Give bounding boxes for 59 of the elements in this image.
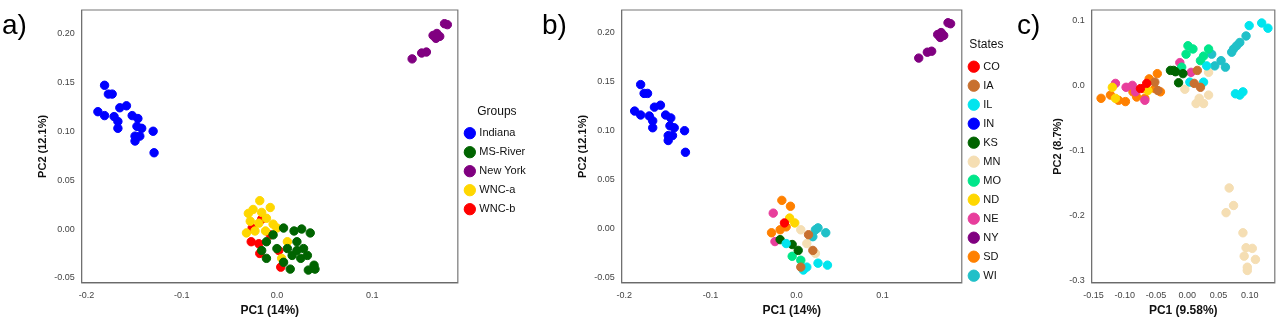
y-axis-title: PC2 (12.1%) [35,114,48,178]
x-tick-label: -0.1 [173,289,190,300]
x-axis-title: PC1 (14%) [240,303,300,318]
y-tick-label: 0.10 [57,125,75,136]
legend-label: CO [983,59,1001,72]
chart-title: a) [2,8,27,40]
y-axis-title: PC2 (8.7%) [1050,117,1063,175]
y-tick-label: 0.15 [57,76,75,87]
legend-title: Groups [477,103,517,118]
x-tick-label: 0.0 [790,289,803,300]
legend-label: ND [983,192,1000,205]
legend-label: NE [983,211,999,224]
x-axis-title: PC1 (14%) [762,303,822,318]
x-tick-label: 0.10 [1241,289,1259,300]
y-tick-label: 0.00 [57,223,75,234]
y-tick-label: 0.20 [57,27,75,38]
legend-label: MO [983,173,1002,186]
y-tick-label: -0.05 [594,272,615,283]
x-tick-label: 0.1 [365,289,379,300]
legend-label: SD [983,249,999,262]
x-tick-label: -0.2 [78,289,95,300]
y-tick-label: 0.10 [597,125,615,136]
y-tick-label: 0.1 [1072,14,1085,25]
x-tick-label: -0.15 [1083,289,1104,300]
legend-label: MS-River [479,145,526,158]
y-tick-label: 0.20 [597,27,615,38]
chart-title: c) [1017,8,1041,40]
legend-label: KS [983,135,998,148]
y-tick-label: -0.2 [1069,209,1085,220]
x-tick-label: -0.2 [616,289,633,300]
legend-label: New York [479,164,527,177]
x-tick-label: 0.00 [1178,289,1197,300]
legend-label: IL [983,97,993,110]
legend-label: WNC-a [479,183,517,196]
y-tick-label: 0.05 [597,174,615,185]
y-tick-label: 0.0 [1072,79,1085,90]
x-axis-title: PC1 (9.58%) [1148,303,1218,318]
y-tick-label: -0.3 [1069,274,1085,285]
y-tick-label: -0.1 [1069,144,1085,155]
legend-label: MN [983,154,1001,167]
x-tick-label: 0.05 [1209,289,1228,300]
legend-label: Indiana [479,126,517,139]
x-tick-label: -0.1 [702,289,719,300]
y-tick-label: 0.15 [597,76,615,87]
legend-title: States [969,37,1004,52]
legend-label: WNC-b [479,202,516,215]
legend-label: NY [983,230,1000,243]
x-tick-label: -0.05 [1145,289,1167,300]
y-tick-label: 0.00 [597,223,615,234]
x-tick-label: -0.10 [1114,289,1136,300]
y-tick-label: -0.05 [54,272,75,283]
x-tick-label: 0.1 [876,289,889,300]
y-tick-label: 0.05 [57,174,75,185]
x-tick-label: 0.0 [270,289,284,300]
legend-label: WI [983,268,997,281]
legend-label: IN [983,116,995,129]
legend-label: IA [983,78,995,91]
y-axis-title: PC2 (12.1%) [575,114,588,178]
chart-title: b) [542,8,567,40]
